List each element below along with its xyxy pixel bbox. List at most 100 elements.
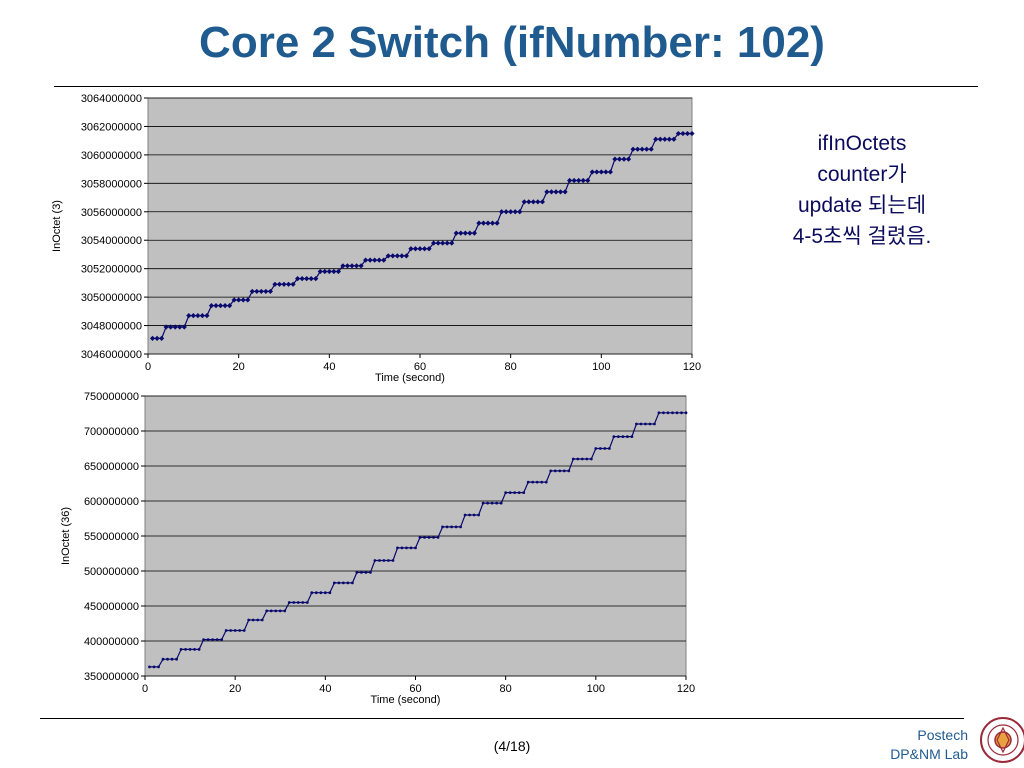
chart-1-data-point: [236, 297, 242, 303]
chart-1-data-point: [367, 257, 373, 263]
chart-2-data-point: [562, 469, 566, 473]
chart-2-data-point: [373, 559, 377, 562]
chart-2-data-point: [355, 571, 359, 574]
chart-2-data-point: [157, 665, 160, 669]
chart-1-data-point: [245, 297, 251, 303]
chart-2-y-tick-label: 550000000: [84, 531, 139, 543]
chart-2-data-point: [206, 638, 210, 641]
chart-2-data-point: [400, 546, 404, 550]
chart-2-data-point: [269, 609, 273, 613]
chart-2-data-point: [450, 525, 453, 529]
chart-1-data-point: [471, 230, 477, 236]
chart-1-data-point: [562, 189, 568, 195]
chart-1-data-point: [585, 177, 591, 184]
chart-1-data-point: [684, 130, 691, 137]
chart-2-data-point: [260, 618, 264, 622]
chart-1-data-point: [607, 169, 613, 175]
chart-1-y-tick-label: 3056000000: [81, 207, 142, 219]
chart-2-data-point: [423, 536, 426, 539]
chart-1-data-point: [458, 230, 464, 236]
chart-1-data-point: [186, 313, 192, 319]
chart-2-data-point: [256, 618, 260, 622]
chart-1-data-point: [240, 297, 246, 303]
chart-1-data-point: [408, 246, 414, 252]
chart-1-x-tick-label: 100: [592, 361, 610, 373]
chart-2-data-point: [323, 591, 327, 595]
chart-1-data-point: [444, 240, 450, 246]
chart-1-data-point: [313, 276, 319, 282]
chart-2-data-point: [445, 525, 449, 529]
lab-name: Postech DP&NM Lab: [890, 726, 968, 764]
chart-2-series-line: [149, 412, 686, 668]
chart-1-data-point: [598, 169, 604, 175]
lab-name-line2: DP&NM Lab: [890, 746, 968, 762]
chart-1-group: 3046000000 3048000000 3050000000 3052000000…: [51, 93, 701, 384]
chart-2-data-point: [391, 559, 395, 562]
chart-2-data-point: [197, 648, 201, 651]
chart-1-x-axis-label: Time (second): [375, 372, 445, 384]
chart-1-data-point: [217, 303, 224, 309]
chart-1-data-point: [172, 324, 178, 330]
chart-1-data-point: [530, 199, 536, 205]
chart-2-data-point: [148, 665, 151, 669]
chart-2-data-point: [680, 411, 683, 415]
chart-2-data-point: [305, 601, 309, 604]
chart-1-data-point: [213, 303, 219, 309]
chart-2-data-point: [278, 609, 282, 613]
chart-2-data-point: [549, 469, 553, 473]
chart-2-data-point: [571, 457, 575, 461]
chart-2-x-tick-label: 0: [142, 683, 148, 695]
page-number: (4/18): [493, 738, 531, 754]
chart-1-data-point: [639, 146, 645, 152]
chart-1-x-tick-label: 0: [145, 361, 151, 373]
chart-2-y-tick-label: 650000000: [84, 461, 139, 473]
chart-1-data-point: [544, 189, 550, 195]
chart-1-data-point: [548, 189, 555, 195]
chart-1-data-point: [276, 281, 283, 287]
chart-2-data-point: [233, 629, 237, 632]
chart-2-data-point: [432, 536, 435, 539]
chart-2-y-tick-label: 400000000: [84, 636, 139, 648]
chart-2-data-point: [594, 447, 598, 450]
chart-1-data-point: [644, 146, 650, 152]
chart-2-data-point: [332, 581, 336, 585]
chart-2-y-tick-label: 600000000: [84, 496, 139, 508]
chart-2-data-point: [283, 609, 287, 613]
chart-1-data-point: [326, 268, 332, 275]
top-divider: [54, 86, 978, 87]
chart-2-data-point: [544, 480, 548, 484]
chart-2-data-point: [328, 591, 332, 595]
chart-1-data-point: [163, 324, 169, 330]
chart-1-data-point: [535, 199, 541, 205]
chart-2-data-point: [161, 657, 165, 661]
chart-1-data-point: [376, 257, 382, 263]
chart-1-data-point: [322, 268, 328, 275]
chart-1-data-point: [494, 220, 500, 226]
note-line-4: 4-5초씩 걸렸음.: [792, 225, 932, 248]
chart-2-data-point: [675, 411, 679, 415]
chart-1-data-point: [662, 136, 668, 142]
chart-1-data-point: [417, 246, 423, 252]
chart-1-data-point: [149, 335, 156, 341]
chart-2-data-point: [526, 480, 530, 484]
chart-1-data-point: [363, 257, 369, 263]
chart-1-data-point: [159, 335, 165, 341]
chart-2-data-point: [274, 609, 278, 613]
chart-1-data-point: [344, 263, 351, 269]
chart-1-data-point: [567, 177, 573, 184]
chart-1-data-point: [621, 156, 627, 162]
chart-2-data-point: [477, 513, 481, 517]
chart-1-data-point: [675, 130, 681, 137]
chart-1-data-point: [421, 246, 428, 252]
chart-2-data-point: [653, 422, 656, 426]
chart-1-y-tick-label: 3046000000: [81, 349, 142, 361]
chart-1-data-point: [489, 220, 496, 226]
chart-2-data-point: [540, 480, 544, 484]
chart-2-data-point: [224, 629, 228, 632]
chart-2-data-point: [188, 648, 192, 651]
chart-2-data-point: [644, 422, 647, 426]
chart-2-data-point: [265, 609, 269, 613]
chart-1-data-point: [285, 281, 292, 287]
chart-1-data-point: [680, 130, 686, 137]
